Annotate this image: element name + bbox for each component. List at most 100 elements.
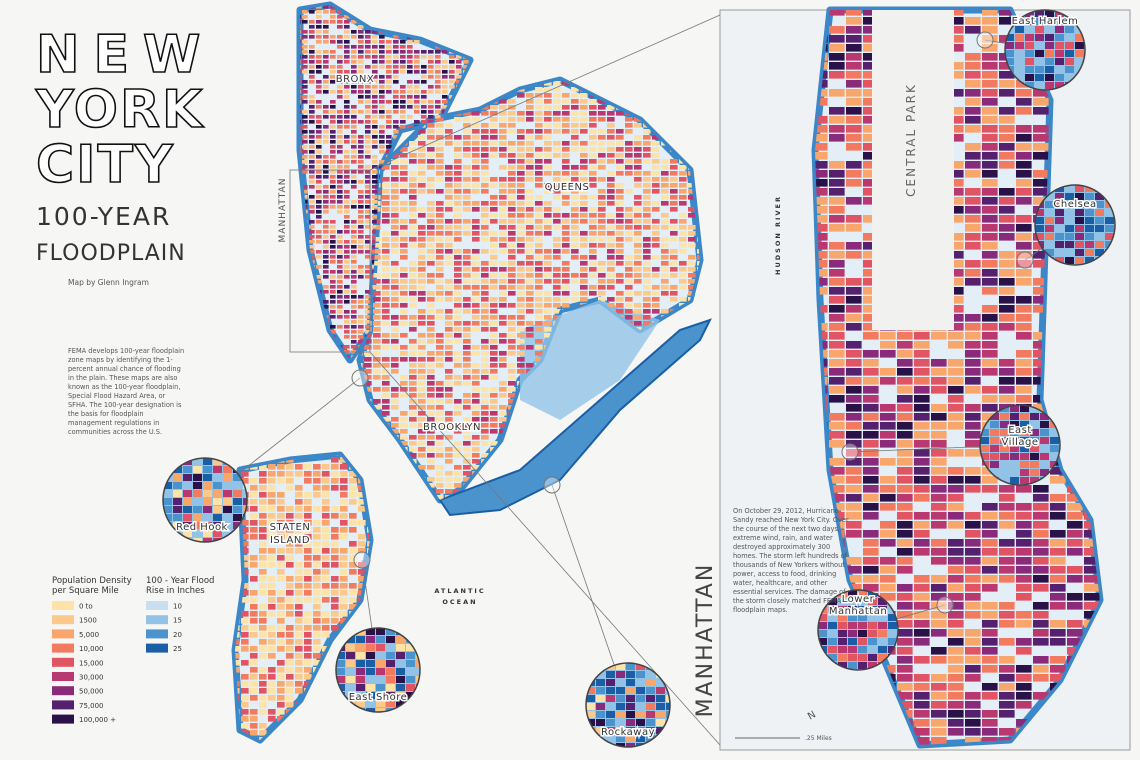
block <box>634 267 642 272</box>
block <box>393 10 399 14</box>
block <box>454 315 462 320</box>
block <box>445 225 453 230</box>
block <box>463 117 471 122</box>
block <box>442 65 448 69</box>
block <box>589 171 597 176</box>
block <box>616 465 624 470</box>
block <box>499 333 507 338</box>
block <box>470 5 476 9</box>
block <box>508 363 516 368</box>
block <box>300 125 301 129</box>
block <box>535 123 543 128</box>
block <box>316 190 322 194</box>
block <box>351 180 357 184</box>
block <box>589 153 597 158</box>
block <box>304 569 312 575</box>
block <box>373 339 381 344</box>
block <box>643 399 651 404</box>
block <box>679 477 687 482</box>
block <box>344 335 350 339</box>
block <box>589 267 597 272</box>
block <box>499 237 507 242</box>
block <box>688 135 696 140</box>
block <box>323 40 329 44</box>
block <box>309 310 315 314</box>
block <box>241 457 249 463</box>
block <box>331 625 339 631</box>
block <box>349 499 357 505</box>
block <box>331 730 339 736</box>
block <box>379 100 385 104</box>
block <box>463 345 471 350</box>
block <box>373 249 381 254</box>
block <box>277 506 285 512</box>
block <box>364 387 372 392</box>
block <box>616 447 624 452</box>
block <box>625 237 633 242</box>
block <box>393 65 399 69</box>
block <box>472 345 480 350</box>
block <box>322 527 330 533</box>
block <box>863 161 879 169</box>
block <box>365 270 371 274</box>
block <box>652 81 660 86</box>
block <box>535 267 543 272</box>
block <box>302 30 308 34</box>
block <box>643 453 651 458</box>
block <box>382 453 390 458</box>
block <box>652 303 660 308</box>
block <box>562 243 570 248</box>
block <box>661 435 669 440</box>
block <box>580 201 588 206</box>
block <box>427 417 435 422</box>
block <box>589 165 597 170</box>
block <box>409 195 417 200</box>
block <box>302 330 308 334</box>
block <box>697 255 700 260</box>
block <box>316 175 322 179</box>
block <box>670 117 678 122</box>
block <box>364 417 372 422</box>
block <box>571 135 579 140</box>
block <box>400 501 408 506</box>
block <box>372 30 378 34</box>
block <box>358 10 364 14</box>
block <box>607 93 615 98</box>
block <box>241 583 249 589</box>
block <box>393 100 399 104</box>
block <box>428 50 434 54</box>
block <box>358 548 366 554</box>
block <box>316 100 322 104</box>
block <box>463 297 471 302</box>
block <box>544 429 552 434</box>
block <box>982 26 998 34</box>
block <box>846 44 862 52</box>
block <box>454 237 462 242</box>
block <box>445 201 453 206</box>
block <box>508 159 516 164</box>
block <box>463 90 469 94</box>
block <box>391 453 399 458</box>
block <box>562 219 570 224</box>
block <box>344 155 350 159</box>
block <box>463 471 471 476</box>
block <box>463 375 471 380</box>
block <box>454 381 462 386</box>
block <box>344 260 350 264</box>
block <box>508 231 516 236</box>
block <box>300 215 301 219</box>
block <box>863 17 879 25</box>
block <box>259 709 267 715</box>
block <box>436 255 444 260</box>
block <box>535 159 543 164</box>
block <box>999 107 1015 115</box>
block <box>580 219 588 224</box>
block <box>436 381 444 386</box>
block <box>309 165 315 169</box>
block <box>661 237 669 242</box>
block <box>259 590 267 596</box>
block <box>349 527 357 533</box>
block <box>309 155 315 159</box>
block <box>634 93 642 98</box>
block <box>367 576 370 582</box>
